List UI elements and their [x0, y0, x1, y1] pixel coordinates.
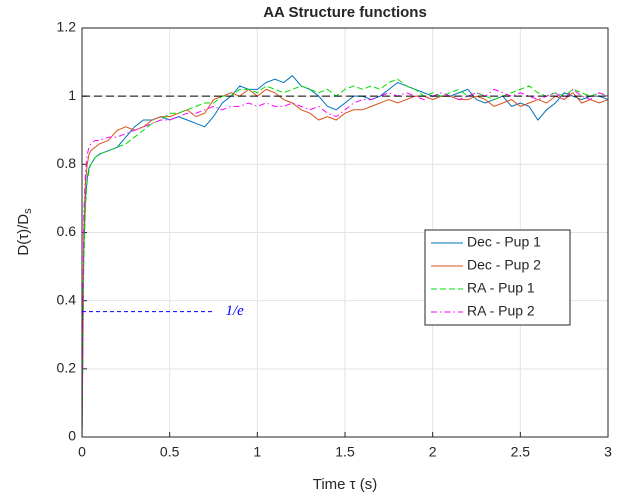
legend-label: Dec - Pup 2	[467, 257, 541, 273]
x-tick-label: 1.5	[335, 444, 355, 460]
y-axis-label-subscript: s	[22, 208, 34, 214]
series-line	[81, 88, 609, 438]
series-line	[81, 88, 609, 438]
chart-title: AA Structure functions	[263, 4, 427, 21]
y-tick-label: 1.2	[57, 19, 77, 35]
y-tick-label: 0.8	[57, 155, 77, 171]
y-tick-label: 0.2	[57, 360, 77, 376]
series-line	[81, 75, 609, 438]
legend-box	[424, 229, 571, 326]
x-tick-label: 0.5	[160, 444, 180, 460]
x-tick-label: 2.5	[511, 444, 531, 460]
x-tick-label: 2	[429, 444, 437, 460]
axes-box	[81, 27, 609, 438]
y-tick-label: 0.6	[57, 223, 77, 239]
x-tick-label: 3	[604, 444, 612, 460]
legend-label: RA - Pup 1	[467, 280, 535, 296]
legend-label: Dec - Pup 1	[467, 234, 541, 250]
y-axis-label: D(τ)/Ds	[15, 208, 34, 256]
annotation-text: 1/e	[226, 303, 245, 319]
legend-label: RA - Pup 2	[467, 303, 535, 319]
series-line	[81, 78, 609, 438]
x-tick-label: 0	[78, 444, 86, 460]
x-tick-label: 1	[253, 444, 261, 460]
y-tick-label: 0	[68, 428, 76, 444]
y-tick-label: 0.4	[57, 291, 77, 307]
x-axis-label: Time τ (s)	[313, 476, 378, 493]
y-tick-label: 1	[68, 87, 76, 103]
y-axis-label-main: D(τ)/D	[15, 214, 32, 256]
